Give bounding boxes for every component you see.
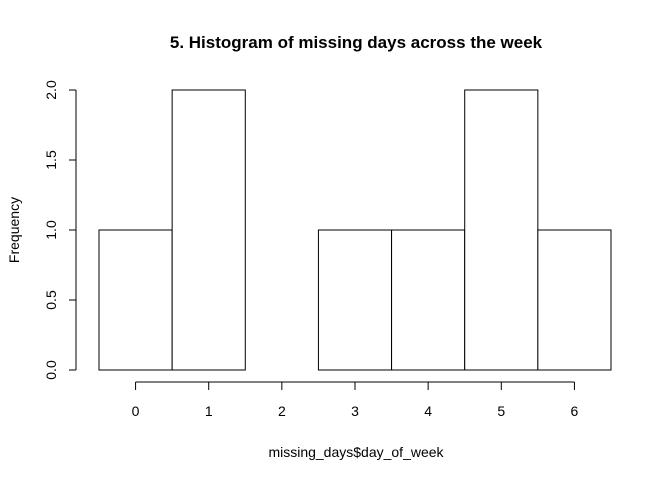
y-tick-label-0: 0.0: [43, 360, 59, 380]
histogram-bar-3: [317, 229, 393, 371]
histogram-bar-0: [98, 229, 173, 371]
y-tick-label-4: 2.0: [43, 80, 59, 100]
x-tick-label-4: 4: [424, 403, 432, 419]
x-tick-label-0: 0: [132, 403, 140, 419]
y-tick-label-2: 1.0: [43, 220, 59, 240]
x-tick-label-3: 3: [351, 403, 359, 419]
y-tick-label-3: 1.5: [43, 150, 59, 170]
histogram-bar-6: [537, 229, 612, 371]
y-axis: 0.0 0.5 1.0 1.5 2.0: [43, 80, 77, 380]
y-tick-label-1: 0.5: [43, 290, 59, 310]
x-tick-label-5: 5: [497, 403, 505, 419]
bars-group: [98, 89, 612, 371]
x-tick-label-6: 6: [571, 403, 579, 419]
chart-title: 5. Histogram of missing days across the …: [170, 33, 543, 52]
x-tick-label-2: 2: [278, 403, 286, 419]
histogram-bar-1: [171, 89, 246, 371]
x-axis: 0 1 2 3 4 5 6: [132, 381, 579, 419]
x-tick-label-1: 1: [205, 403, 213, 419]
histogram-bar-4: [391, 229, 466, 371]
x-axis-label: missing_days$day_of_week: [268, 444, 444, 460]
histogram-bar-5: [464, 89, 539, 371]
y-axis-label: Frequency: [6, 197, 22, 263]
